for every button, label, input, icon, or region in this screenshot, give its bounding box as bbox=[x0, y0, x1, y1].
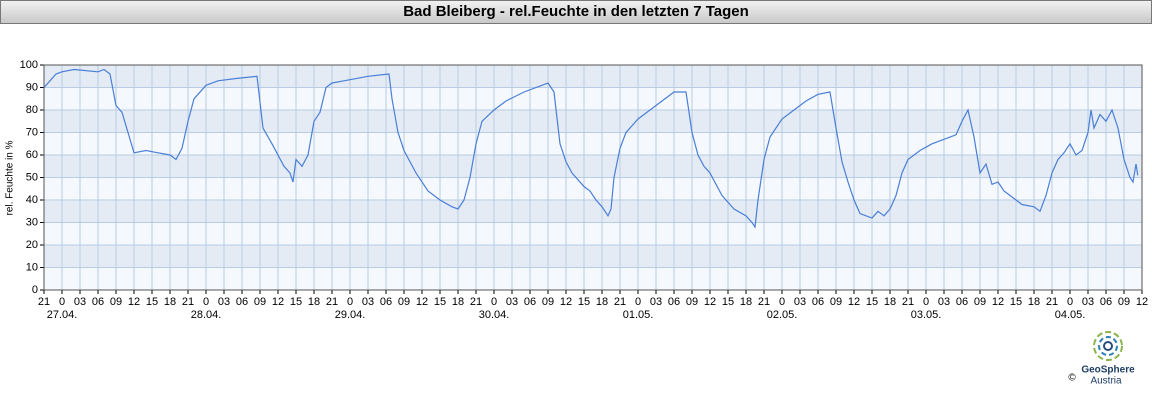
x-tick-label: 0 bbox=[1067, 296, 1073, 308]
logo bbox=[1093, 331, 1123, 361]
x-tick-label: 21 bbox=[758, 296, 770, 308]
x-tick-label: 06 bbox=[524, 296, 536, 308]
x-tick-label: 18 bbox=[1028, 296, 1040, 308]
date-label: 02.05. bbox=[767, 309, 798, 321]
date-label: 01.05. bbox=[623, 309, 654, 321]
x-tick-label: 15 bbox=[866, 296, 878, 308]
x-tick-label: 03 bbox=[794, 296, 806, 308]
y-tick-label: 70 bbox=[26, 126, 38, 138]
x-tick-label: 0 bbox=[923, 296, 929, 308]
x-tick-label: 06 bbox=[380, 296, 392, 308]
x-tick-label: 12 bbox=[704, 296, 716, 308]
band bbox=[44, 65, 1142, 88]
band bbox=[44, 110, 1142, 133]
x-tick-label: 18 bbox=[596, 296, 608, 308]
x-tick-label: 09 bbox=[1118, 296, 1130, 308]
logo-sub: Austria bbox=[1090, 376, 1122, 387]
x-tick-label: 06 bbox=[668, 296, 680, 308]
x-tick-label: 09 bbox=[974, 296, 986, 308]
y-tick-label: 40 bbox=[26, 194, 38, 206]
x-tick-label: 18 bbox=[308, 296, 320, 308]
date-label: 28.04. bbox=[191, 309, 222, 321]
logo-name: GeoSphere bbox=[1081, 365, 1135, 376]
chart-title: Bad Bleiberg - rel.Feuchte in den letzte… bbox=[403, 3, 749, 20]
x-tick-label: 0 bbox=[203, 296, 209, 308]
x-tick-label: 21 bbox=[1046, 296, 1058, 308]
x-tick-label: 09 bbox=[542, 296, 554, 308]
x-tick-label: 0 bbox=[59, 296, 65, 308]
y-tick-label: 60 bbox=[26, 149, 38, 161]
copyright: © bbox=[1068, 373, 1076, 384]
x-tick-label: 03 bbox=[506, 296, 518, 308]
date-label: 04.05. bbox=[1055, 309, 1086, 321]
x-tick-label: 0 bbox=[779, 296, 785, 308]
x-tick-label: 12 bbox=[992, 296, 1004, 308]
x-tick-label: 15 bbox=[290, 296, 302, 308]
x-tick-label: 18 bbox=[884, 296, 896, 308]
x-tick-label: 06 bbox=[236, 296, 248, 308]
band bbox=[44, 245, 1142, 268]
y-tick-label: 10 bbox=[26, 261, 38, 273]
x-tick-label: 03 bbox=[218, 296, 230, 308]
x-tick-label: 06 bbox=[1100, 296, 1112, 308]
x-tick-label: 0 bbox=[635, 296, 641, 308]
x-tick-label: 09 bbox=[254, 296, 266, 308]
x-tick-label: 12 bbox=[272, 296, 284, 308]
data-line bbox=[43, 68, 1139, 229]
x-tick-label: 21 bbox=[470, 296, 482, 308]
band bbox=[44, 200, 1142, 223]
x-tick-label: 15 bbox=[578, 296, 590, 308]
x-tick-label: 06 bbox=[956, 296, 968, 308]
x-tick-label: 15 bbox=[434, 296, 446, 308]
x-tick-label: 21 bbox=[38, 296, 50, 308]
x-tick-label: 06 bbox=[92, 296, 104, 308]
x-tick-label: 03 bbox=[938, 296, 950, 308]
y-tick-label: 0 bbox=[32, 284, 38, 296]
x-tick-label: 0 bbox=[491, 296, 497, 308]
x-tick-label: 12 bbox=[416, 296, 428, 308]
x-tick-label: 12 bbox=[848, 296, 860, 308]
y-tick-label: 90 bbox=[26, 81, 38, 93]
y-tick-label: 30 bbox=[26, 216, 38, 228]
logo-ring bbox=[1103, 341, 1113, 351]
x-tick-label: 09 bbox=[830, 296, 842, 308]
x-tick-label: 0 bbox=[347, 296, 353, 308]
x-tick-label: 03 bbox=[1082, 296, 1094, 308]
x-tick-label: 09 bbox=[110, 296, 122, 308]
x-tick-label: 12 bbox=[128, 296, 140, 308]
x-tick-label: 09 bbox=[686, 296, 698, 308]
x-tick-label: 03 bbox=[650, 296, 662, 308]
x-tick-label: 21 bbox=[326, 296, 338, 308]
x-tick-label: 21 bbox=[902, 296, 914, 308]
logo-ring bbox=[1093, 331, 1123, 361]
x-tick-label: 12 bbox=[1136, 296, 1148, 308]
x-tick-label: 15 bbox=[146, 296, 158, 308]
plot-frame bbox=[43, 64, 1143, 291]
band bbox=[44, 155, 1142, 178]
date-label: 30.04. bbox=[479, 309, 510, 321]
date-label: 27.04. bbox=[47, 309, 78, 321]
x-tick-label: 12 bbox=[560, 296, 572, 308]
x-tick-label: 15 bbox=[1010, 296, 1022, 308]
y-tick-label: 100 bbox=[20, 59, 38, 71]
y-tick-label: 20 bbox=[26, 239, 38, 251]
logo-ring bbox=[1098, 336, 1118, 356]
x-tick-label: 09 bbox=[398, 296, 410, 308]
x-tick-label: 18 bbox=[452, 296, 464, 308]
y-axis-label: rel. Feuchte in % bbox=[5, 140, 16, 215]
x-tick-label: 18 bbox=[740, 296, 752, 308]
y-tick-label: 80 bbox=[26, 104, 38, 116]
x-tick-label: 03 bbox=[74, 296, 86, 308]
x-tick-label: 15 bbox=[722, 296, 734, 308]
x-tick-label: 21 bbox=[182, 296, 194, 308]
y-tick-label: 50 bbox=[26, 171, 38, 183]
date-label: 29.04. bbox=[335, 309, 366, 321]
x-tick-label: 03 bbox=[362, 296, 374, 308]
x-tick-label: 06 bbox=[812, 296, 824, 308]
date-label: 03.05. bbox=[911, 309, 942, 321]
x-tick-label: 18 bbox=[164, 296, 176, 308]
x-tick-label: 21 bbox=[614, 296, 626, 308]
